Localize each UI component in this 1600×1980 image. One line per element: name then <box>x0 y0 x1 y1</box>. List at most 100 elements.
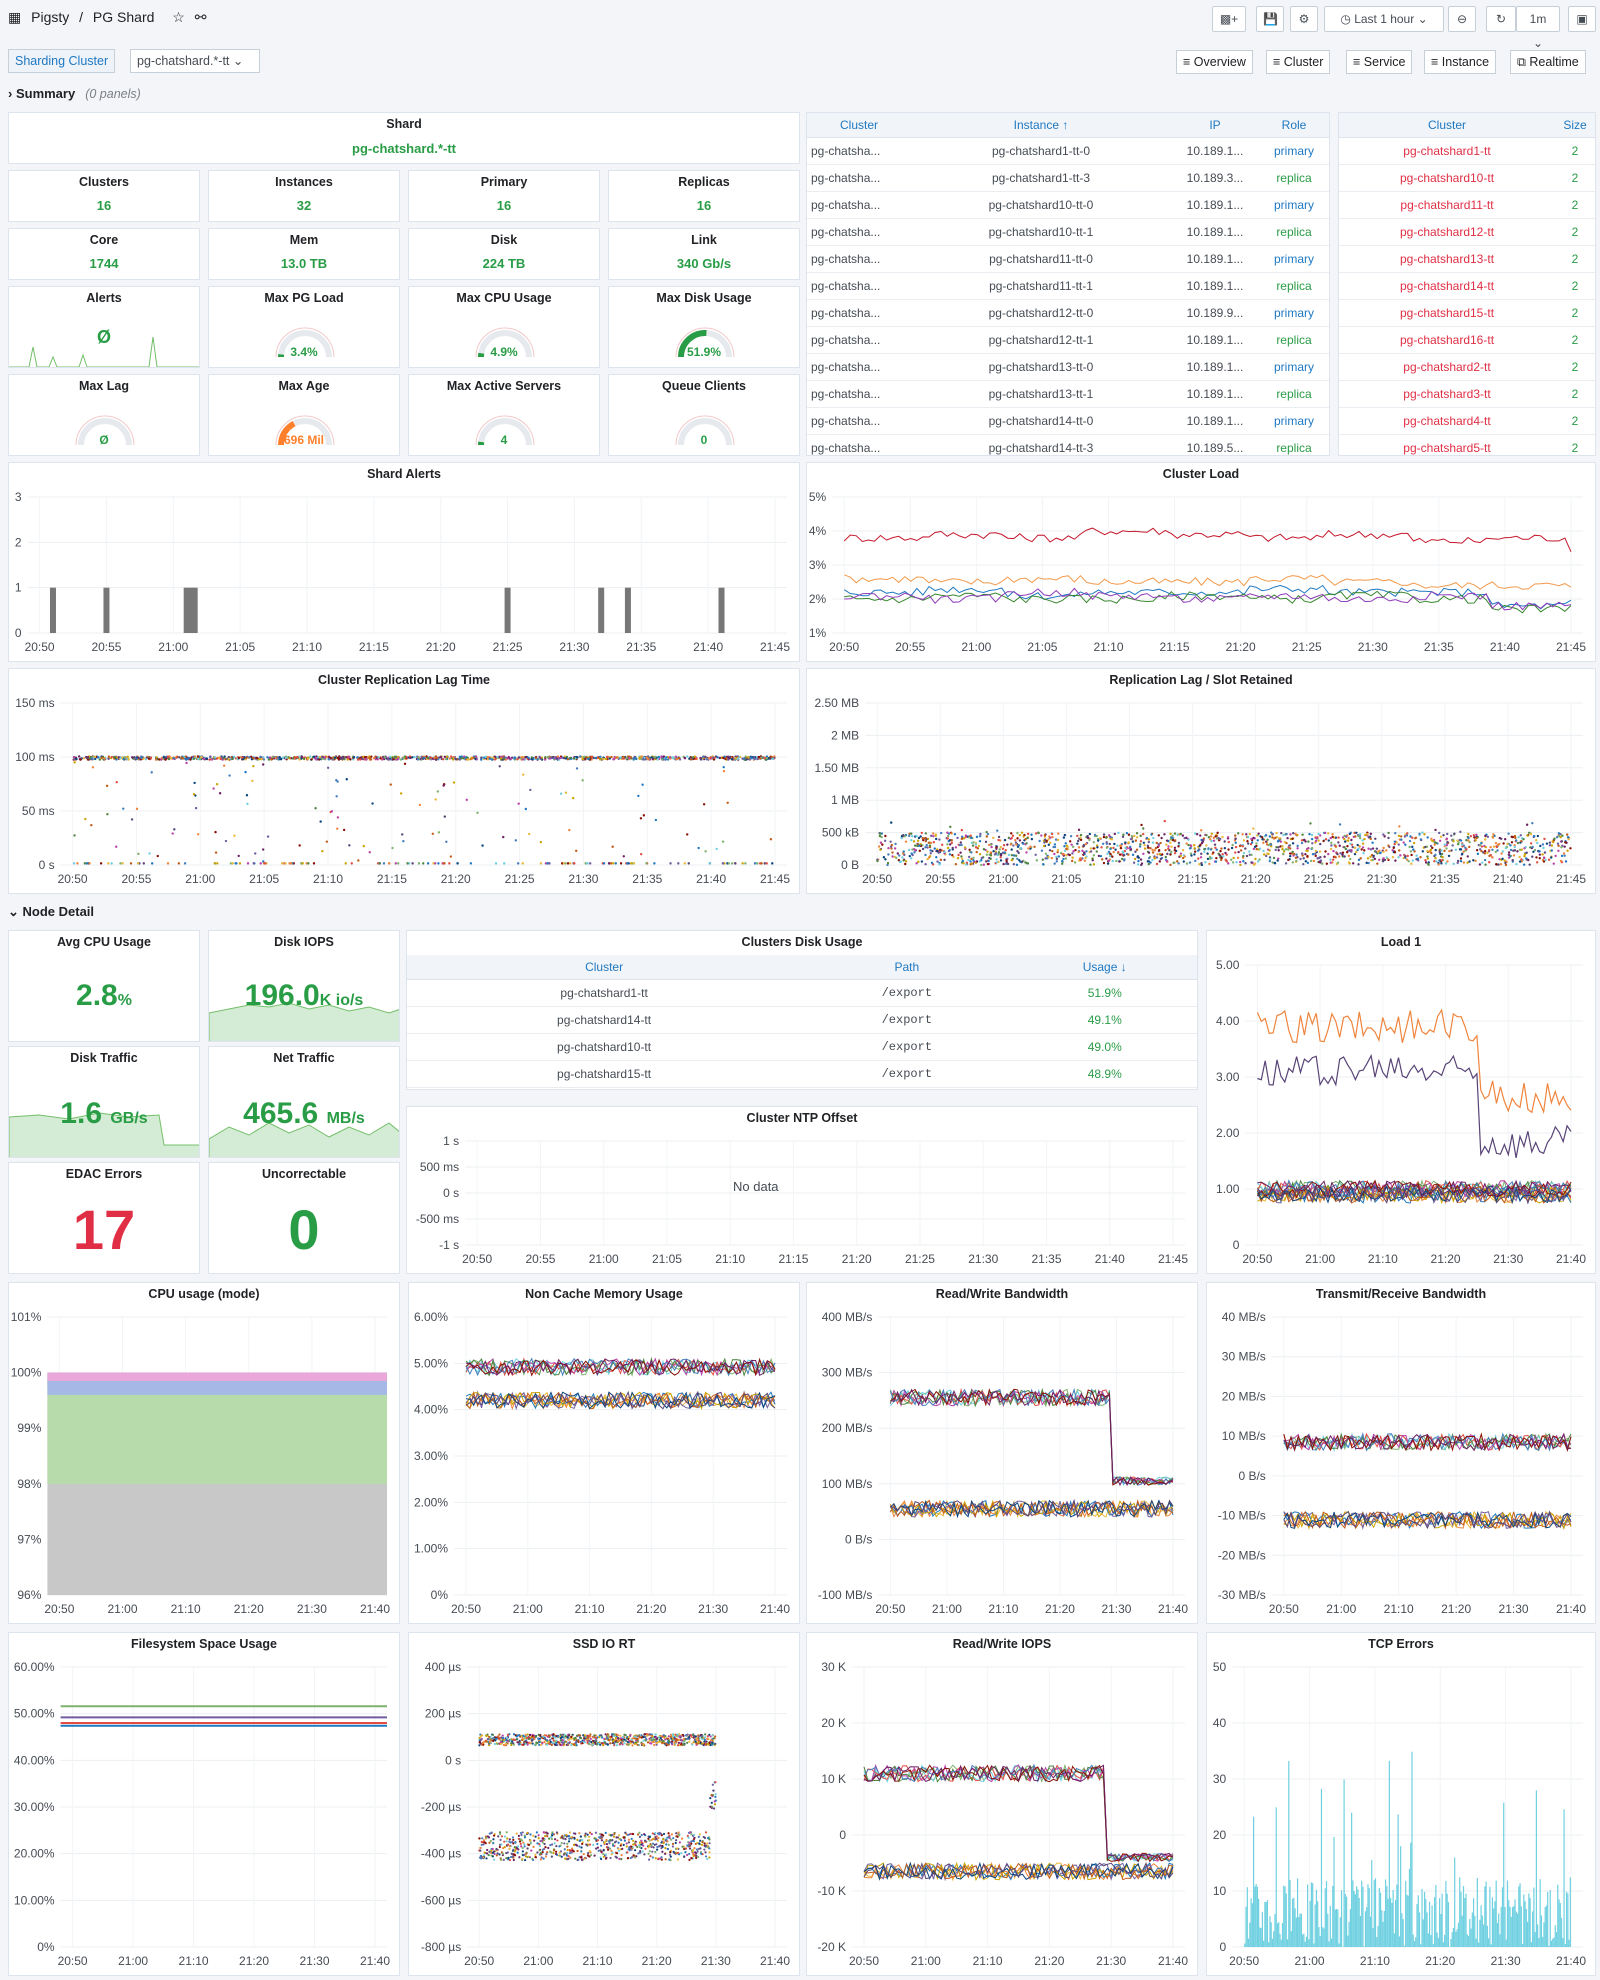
col-size[interactable]: Size <box>1555 113 1595 138</box>
scatter-point <box>614 862 617 865</box>
scatter-point <box>975 835 979 839</box>
scatter-point <box>1069 840 1072 843</box>
col-cluster[interactable]: Cluster <box>1339 113 1555 138</box>
scatter-point <box>915 834 918 838</box>
add-panel-button[interactable]: ▩+ <box>1212 6 1246 32</box>
nav-overview[interactable]: ≡ Overview <box>1176 50 1253 74</box>
scatter-point <box>1319 842 1322 846</box>
scatter-point <box>1235 860 1238 864</box>
scatter-point <box>1161 853 1164 856</box>
scatter-point <box>1101 858 1104 861</box>
scatter-point <box>1346 844 1349 848</box>
star-icon[interactable]: ☆ <box>172 9 185 25</box>
scatter-point <box>417 756 420 759</box>
nav-cluster[interactable]: ≡ Cluster <box>1266 50 1331 74</box>
cell-ip: 10.189.1... <box>1171 245 1259 273</box>
scatter-point <box>1173 832 1177 835</box>
scatter-point <box>1448 849 1451 853</box>
scatter-point <box>1294 856 1298 859</box>
table-row[interactable]: pg-chatsha... pg-chatshard13-tt-0 10.189… <box>807 353 1329 381</box>
scatter-point <box>539 862 543 865</box>
nav-instance[interactable]: ≡ Instance <box>1424 50 1497 74</box>
table-row[interactable]: pg-chatshard11-tt 2 <box>1339 191 1595 219</box>
tv-mode-icon[interactable]: ▣ <box>1568 6 1596 32</box>
table-row[interactable]: pg-chatshard3-tt 2 <box>1339 380 1595 408</box>
scatter-point <box>902 850 905 853</box>
scatter-point <box>1507 851 1511 854</box>
scatter-point <box>1480 845 1484 848</box>
table-row[interactable]: pg-chatsha... pg-chatshard10-tt-0 10.189… <box>807 191 1329 219</box>
scatter-point <box>1053 852 1056 856</box>
table-row[interactable]: pg-chatsha... pg-chatshard1-tt-3 10.189.… <box>807 164 1329 192</box>
row-summary[interactable]: › Summary (0 panels) <box>8 86 141 101</box>
scatter-point <box>624 1831 627 1834</box>
scatter-point <box>610 755 613 759</box>
table-row[interactable]: pg-chatsha... pg-chatshard10-tt-1 10.189… <box>807 218 1329 246</box>
scatter-point <box>709 1743 712 1747</box>
table-row[interactable]: pg-chatshard5-tt 2 <box>1339 434 1595 455</box>
table-row[interactable]: pg-chatsha... pg-chatshard1-tt-0 10.189.… <box>807 137 1329 165</box>
table-row[interactable]: pg-chatshard10-tt 2 <box>1339 164 1595 192</box>
cell-cluster: pg-chatsha... <box>807 407 911 435</box>
y-tick-label: 3 <box>15 490 22 504</box>
scatter-point <box>693 1847 696 1850</box>
scatter-point <box>1559 859 1563 863</box>
scatter-point <box>1366 833 1369 836</box>
scatter-point <box>597 1849 600 1852</box>
scatter-point <box>989 851 992 854</box>
table-row[interactable]: pg-chatsha... pg-chatshard14-tt-3 10.189… <box>807 434 1329 455</box>
scatter-point <box>1112 850 1115 854</box>
breadcrumb-dashboard[interactable]: PG Shard <box>92 9 155 25</box>
col-cluster[interactable]: Cluster <box>807 113 911 138</box>
scatter-point <box>1063 833 1067 837</box>
time-range-picker[interactable]: ◷ Last 1 hour ⌄ <box>1324 6 1444 32</box>
zoom-out-icon[interactable]: ⊖ <box>1448 6 1476 32</box>
breadcrumb-app[interactable]: Pigsty <box>31 9 70 25</box>
table-row[interactable]: pg-chatshard12-tt 2 <box>1339 218 1595 246</box>
col-role[interactable]: Role <box>1259 113 1329 138</box>
x-tick-label: 21:05 <box>225 640 255 654</box>
col-instance[interactable]: Instance ↑ <box>911 113 1171 138</box>
scatter-point <box>1102 835 1106 839</box>
refresh-interval[interactable]: 1m ⌄ <box>1516 6 1560 50</box>
table-row[interactable]: pg-chatsha... pg-chatshard11-tt-1 10.189… <box>807 272 1329 300</box>
scatter-point <box>1564 860 1568 863</box>
scatter-point <box>562 1737 566 1740</box>
cell-cluster: pg-chatsha... <box>807 434 911 455</box>
table-row[interactable]: pg-chatsha... pg-chatshard12-tt-1 10.189… <box>807 326 1329 354</box>
table-row[interactable]: pg-chatshard16-tt 2 <box>1339 326 1595 354</box>
table-row[interactable]: pg-chatshard1-tt 2 <box>1339 137 1595 165</box>
scatter-point <box>948 839 952 842</box>
settings-icon[interactable]: ⚙ <box>1290 6 1318 32</box>
share-icon[interactable]: ⚯ <box>194 9 207 25</box>
scatter-point <box>910 838 913 842</box>
save-icon[interactable]: 💾 <box>1256 6 1284 32</box>
scatter-point <box>1291 837 1294 840</box>
col-ip[interactable]: IP <box>1171 113 1259 138</box>
table-row[interactable]: pg-chatsha... pg-chatshard11-tt-0 10.189… <box>807 245 1329 273</box>
variable-select[interactable]: pg-chatshard.*-tt ⌄ <box>130 49 260 73</box>
scatter-point <box>377 756 381 759</box>
scatter-point <box>1419 856 1422 859</box>
scatter-point <box>1124 846 1127 850</box>
nav-service[interactable]: ≡ Service <box>1346 50 1413 74</box>
table-row[interactable]: pg-chatshard2-tt 2 <box>1339 353 1595 381</box>
table-row[interactable]: pg-chatshard13-tt 2 <box>1339 245 1595 273</box>
table-row[interactable]: pg-chatshard15-tt 2 <box>1339 299 1595 327</box>
scatter-point <box>251 779 254 783</box>
table-row[interactable]: pg-chatshard14-tt 2 <box>1339 272 1595 300</box>
nav-realtime[interactable]: ⧉ Realtime <box>1510 50 1586 74</box>
scatter-point <box>572 757 576 760</box>
scatter-point <box>886 863 889 867</box>
refresh-button[interactable]: ↻ <box>1486 6 1516 32</box>
table-row[interactable]: pg-chatshard4-tt 2 <box>1339 407 1595 435</box>
scatter-point <box>559 756 563 760</box>
apps-icon[interactable]: ▦ <box>8 9 22 25</box>
scatter-point <box>1434 848 1437 852</box>
scatter-point <box>1523 852 1527 856</box>
table-row[interactable]: pg-chatsha... pg-chatshard14-tt-0 10.189… <box>807 407 1329 435</box>
scatter-point <box>1562 852 1566 855</box>
table-row[interactable]: pg-chatsha... pg-chatshard12-tt-0 10.189… <box>807 299 1329 327</box>
scatter-point <box>580 1850 583 1853</box>
table-row[interactable]: pg-chatsha... pg-chatshard13-tt-1 10.189… <box>807 380 1329 408</box>
